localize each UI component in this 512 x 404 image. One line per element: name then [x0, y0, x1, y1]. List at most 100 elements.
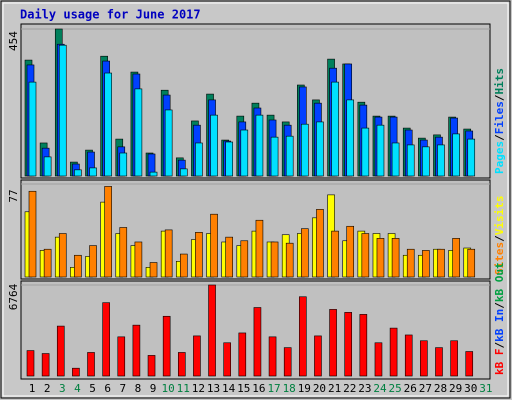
- bar: [391, 142, 400, 177]
- bar: [346, 225, 355, 278]
- x-tick-label: 23: [358, 382, 371, 395]
- bar: [240, 129, 249, 177]
- bar: [179, 253, 188, 278]
- bar: [119, 227, 128, 278]
- bar: [119, 152, 128, 177]
- bar: [134, 241, 143, 278]
- bar: [58, 233, 67, 278]
- bar: [391, 238, 400, 278]
- x-tick-label: 11: [177, 382, 190, 395]
- bar: [26, 350, 35, 377]
- bar: [210, 213, 218, 278]
- inner-border: [2, 2, 509, 397]
- x-tick-label: 30: [464, 382, 477, 395]
- bar: [346, 99, 355, 177]
- bar: [406, 144, 415, 177]
- bar: [359, 314, 368, 377]
- bar: [132, 324, 141, 377]
- x-tick-label: 15: [237, 382, 250, 395]
- legend-entry: Visits: [493, 196, 506, 236]
- x-tick-label: 24: [373, 382, 387, 395]
- x-tick-label: 3: [59, 382, 66, 395]
- x-tick-label: 10: [162, 382, 175, 395]
- bar: [316, 209, 324, 278]
- x-tick-label: 14: [222, 382, 236, 395]
- bar: [283, 347, 292, 377]
- bar: [255, 114, 264, 177]
- bar: [301, 228, 309, 278]
- legend-entry: kB Out: [493, 262, 506, 302]
- bar: [74, 254, 82, 278]
- x-tick-label: 17: [267, 382, 280, 395]
- bar: [437, 248, 445, 278]
- bar: [270, 136, 279, 177]
- bar: [43, 248, 52, 278]
- x-tick-label: 19: [298, 382, 311, 395]
- legend-entry: Hits: [493, 68, 506, 95]
- bar: [437, 144, 445, 177]
- x-tick-label: 12: [192, 382, 205, 395]
- x-tick-label: 8: [135, 382, 142, 395]
- bar: [435, 347, 443, 377]
- bar: [225, 236, 233, 278]
- x-tick-label: 29: [449, 382, 462, 395]
- legend-separator: /: [493, 302, 506, 309]
- x-tick-label: 28: [434, 382, 447, 395]
- bar: [331, 81, 339, 177]
- bar: [58, 44, 67, 177]
- bar: [331, 230, 339, 278]
- x-tick-label: 9: [150, 382, 157, 395]
- bar: [452, 238, 460, 278]
- y-tick-label: 454: [7, 31, 20, 51]
- bar: [238, 332, 247, 377]
- legend-entry: kB F: [493, 349, 506, 376]
- bar: [374, 342, 383, 377]
- bar: [72, 367, 80, 377]
- bar: [253, 307, 262, 377]
- bar: [404, 334, 413, 377]
- x-tick-label: 5: [89, 382, 96, 395]
- bar: [179, 168, 188, 177]
- bar: [177, 352, 186, 377]
- bar: [195, 142, 203, 177]
- bar: [56, 325, 65, 377]
- y-tick-label: 6764: [7, 283, 20, 310]
- bar: [420, 340, 428, 377]
- bar: [389, 327, 398, 377]
- bar: [195, 232, 203, 278]
- x-tick-label: 26: [404, 382, 417, 395]
- bar: [268, 336, 277, 377]
- bar: [147, 355, 156, 377]
- legend-separator: /: [493, 342, 506, 349]
- bar: [89, 167, 97, 177]
- bar: [223, 342, 231, 377]
- bar: [28, 190, 37, 278]
- bar: [208, 284, 216, 377]
- bar: [301, 123, 309, 177]
- x-tick-label: 21: [328, 382, 341, 395]
- legend-entry: kB In: [493, 309, 506, 342]
- bar: [361, 127, 370, 177]
- bar: [285, 242, 294, 278]
- x-tick-label: 31: [479, 382, 492, 395]
- bar: [164, 109, 173, 177]
- bar: [102, 302, 110, 377]
- y-tick-label: 77: [7, 189, 20, 202]
- x-tick-label: 2: [44, 382, 51, 395]
- bar: [89, 245, 97, 278]
- bar: [162, 315, 171, 377]
- bar: [117, 336, 126, 377]
- bar: [164, 229, 173, 278]
- bar: [361, 233, 370, 278]
- bar: [270, 241, 279, 278]
- bar: [316, 121, 324, 177]
- bar: [285, 135, 294, 177]
- chart-title: Daily usage for June 2017: [20, 8, 201, 22]
- bar: [87, 352, 95, 377]
- bar: [329, 309, 337, 377]
- x-tick-label: 4: [74, 382, 81, 395]
- bar: [344, 312, 353, 377]
- x-tick-label: 1: [29, 382, 36, 395]
- bar: [376, 124, 385, 177]
